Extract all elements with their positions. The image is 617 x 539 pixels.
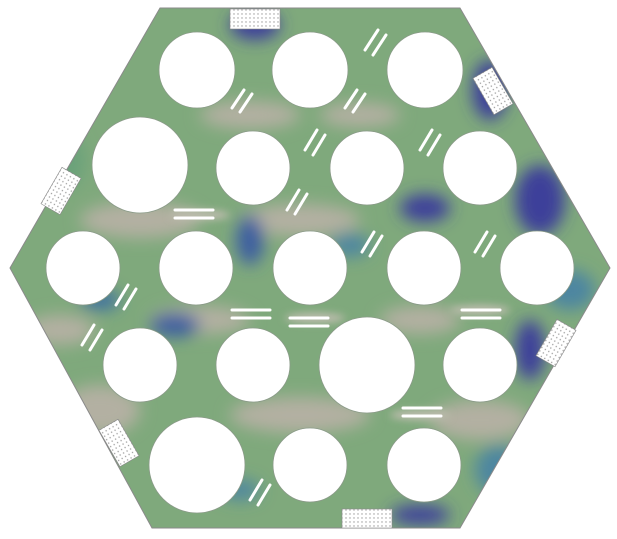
hex-wall (9, 7, 611, 529)
rods (45, 31, 575, 514)
spacers (40, 8, 577, 529)
wire-wraps (80, 28, 502, 507)
